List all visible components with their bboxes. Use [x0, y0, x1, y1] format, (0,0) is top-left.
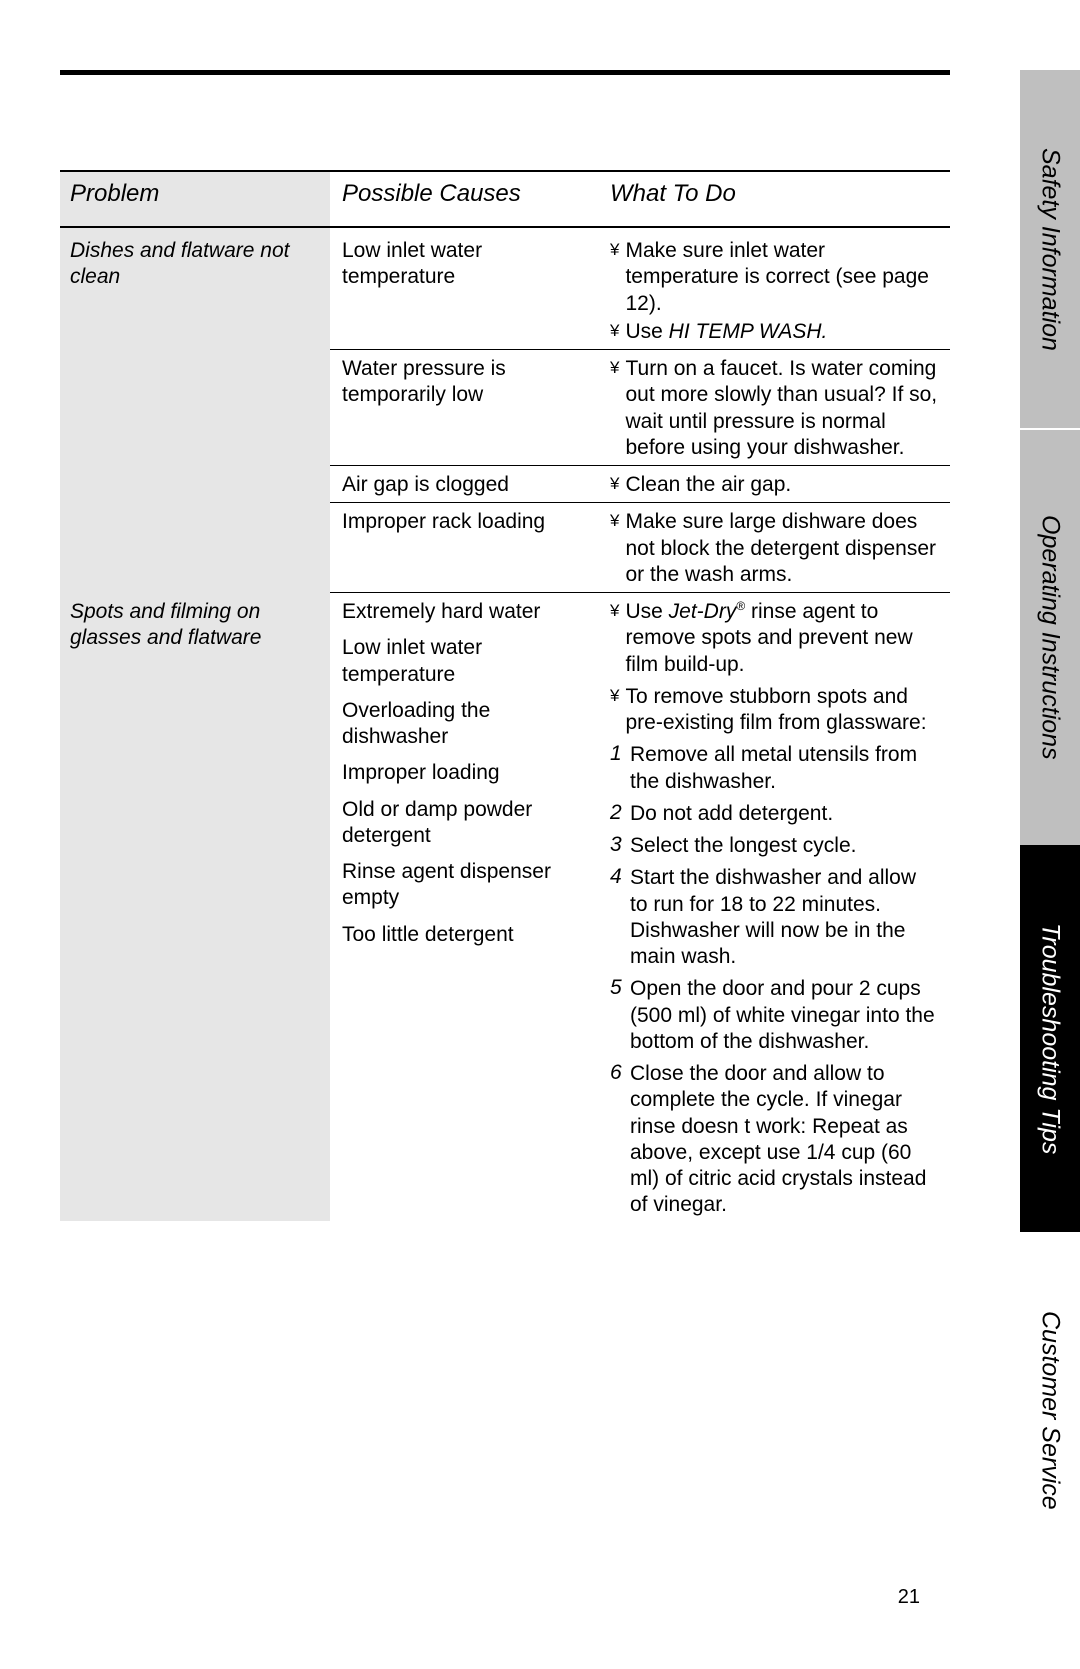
step-text: Do not add detergent.: [630, 801, 833, 827]
table-row: Dishes and flatware not clean Low inlet …: [60, 228, 950, 349]
numbered-step: 3 Select the longest cycle.: [610, 833, 938, 859]
header-causes: Possible Causes: [342, 180, 598, 218]
table-header-row: Problem Possible Causes What To Do: [60, 172, 950, 228]
step-text: Open the door and pour 2 cups (500 ml) o…: [630, 976, 938, 1055]
step-number: 3: [610, 833, 630, 857]
numbered-step: 2 Do not add detergent.: [610, 801, 938, 827]
causes-list: Extremely hard water Low inlet water tem…: [342, 599, 598, 948]
bullet-icon: ¥: [610, 472, 619, 496]
tab-customer-service[interactable]: Customer Service: [1020, 1232, 1080, 1590]
step-text: Remove all metal utensils from the dishw…: [630, 742, 938, 795]
table-row: Spots and filming on glasses and flatwar…: [60, 593, 950, 1221]
bullet-icon: ¥: [610, 356, 619, 380]
todo-bullet: ¥ Use Jet-Dry® rinse agent to remove spo…: [610, 599, 938, 678]
manual-page: Problem Possible Causes What To Do Dishe…: [0, 0, 1080, 1669]
bullet-icon: ¥: [610, 599, 619, 623]
numbered-step: 5 Open the door and pour 2 cups (500 ml)…: [610, 976, 938, 1055]
cause-text: Extremely hard water: [342, 599, 598, 625]
cause-text: Improper rack loading: [342, 509, 598, 535]
todo-bullet: ¥ To remove stubborn spots and pre-exist…: [610, 684, 938, 737]
cause-text: Overloading the dishwasher: [342, 698, 598, 751]
problem-label: Spots and filming on glasses and flatwar…: [70, 599, 320, 652]
tab-operating-instructions[interactable]: Operating Instructions: [1020, 430, 1080, 845]
todo-text: Turn on a faucet. Is water coming out mo…: [625, 356, 938, 461]
cause-text: Low inlet water temperature: [342, 238, 598, 291]
table-row: Air gap is clogged ¥ Clean the air gap.: [60, 466, 950, 502]
todo-bullet: ¥ Make sure large dishware does not bloc…: [610, 509, 938, 588]
cause-text: Air gap is clogged: [342, 472, 598, 498]
bullet-icon: ¥: [610, 509, 619, 533]
bullet-icon: ¥: [610, 238, 619, 262]
side-tabs: Safety Information Operating Instruction…: [1020, 70, 1080, 1590]
bullet-icon: ¥: [610, 684, 619, 708]
cause-text: Rinse agent dispenser empty: [342, 859, 598, 912]
step-text: Start the dishwasher and allow to run fo…: [630, 865, 938, 970]
top-thick-rule: [60, 70, 950, 75]
header-problem: Problem: [70, 180, 320, 218]
step-number: 4: [610, 865, 630, 889]
step-number: 2: [610, 801, 630, 825]
numbered-step: 6 Close the door and allow to complete t…: [610, 1061, 938, 1219]
step-text: Close the door and allow to complete the…: [630, 1061, 938, 1219]
todo-bullet: ¥ Turn on a faucet. Is water coming out …: [610, 356, 938, 461]
bullet-icon: ¥: [610, 319, 619, 343]
cause-text: Water pressure is temporarily low: [342, 356, 598, 409]
step-number: 1: [610, 742, 630, 766]
tab-safety-information[interactable]: Safety Information: [1020, 70, 1080, 428]
header-todo: What To Do: [610, 180, 938, 218]
todo-text: To remove stubborn spots and pre-existin…: [625, 684, 938, 737]
step-text: Select the longest cycle.: [630, 833, 856, 859]
cause-text: Too little detergent: [342, 922, 598, 948]
page-number: 21: [898, 1586, 920, 1609]
tab-troubleshooting-tips[interactable]: Troubleshooting Tips: [1020, 845, 1080, 1232]
todo-text: Make sure inlet water temperature is cor…: [625, 238, 938, 317]
todo-text: Use Jet-Dry® rinse agent to remove spots…: [625, 599, 938, 678]
todo-bullet: ¥ Clean the air gap.: [610, 472, 938, 498]
numbered-step: 4 Start the dishwasher and allow to run …: [610, 865, 938, 970]
todo-bullet: ¥ Make sure inlet water temperature is c…: [610, 238, 938, 317]
todo-text: Use HI TEMP WASH.: [625, 319, 827, 345]
cause-text: Low inlet water temperature: [342, 635, 598, 688]
cause-text: Old or damp powder detergent: [342, 797, 598, 850]
todo-bullet: ¥ Use HI TEMP WASH.: [610, 319, 938, 345]
table-row: Water pressure is temporarily low ¥ Turn…: [60, 350, 950, 465]
numbered-step: 1 Remove all metal utensils from the dis…: [610, 742, 938, 795]
content-area: Problem Possible Causes What To Do Dishe…: [60, 70, 950, 1221]
table-row: Improper rack loading ¥ Make sure large …: [60, 503, 950, 592]
step-number: 5: [610, 976, 630, 1000]
cause-text: Improper loading: [342, 760, 598, 786]
problem-label: Dishes and flatware not clean: [70, 238, 320, 291]
step-number: 6: [610, 1061, 630, 1085]
todo-text: Make sure large dishware does not block …: [625, 509, 938, 588]
todo-text: Clean the air gap.: [625, 472, 791, 498]
